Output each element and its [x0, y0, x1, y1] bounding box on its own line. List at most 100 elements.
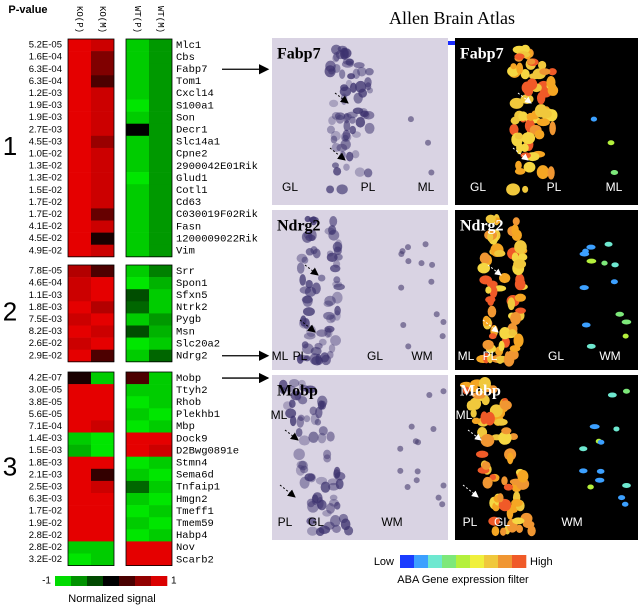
heatmap-cell [126, 396, 149, 409]
heatmap-cell [91, 480, 114, 494]
stained-cell [428, 278, 435, 285]
heatmap-cell [91, 87, 114, 100]
heatmap-cell [68, 244, 91, 258]
filtered-blob [482, 476, 493, 489]
filtered-blob [520, 152, 531, 159]
stained-cell [340, 132, 352, 143]
heatmap-cell [91, 420, 114, 433]
filtered-blob [509, 345, 521, 352]
column-header: KO(M) [97, 6, 107, 33]
stained-cell [351, 150, 360, 159]
gene-name: Decr1 [176, 125, 208, 137]
stained-cell [326, 431, 335, 442]
stained-cell [296, 253, 308, 263]
stained-cell [329, 494, 338, 501]
stained-cell [303, 332, 316, 340]
filtered-blob [521, 132, 536, 145]
heatmap-cell [149, 553, 172, 566]
gene-name: Mobp [176, 373, 201, 385]
stained-cell [363, 168, 373, 178]
filtered-blob [498, 340, 505, 352]
stained-cell [397, 467, 404, 474]
filtered-blob [522, 185, 529, 193]
filtered-blob [511, 224, 519, 236]
stained-cell [301, 231, 313, 243]
gene-name: Mlc1 [176, 40, 201, 52]
colorbar-caption: Normalized signal [68, 593, 155, 605]
heatmap-cell [149, 529, 172, 542]
heatmap-cell [149, 493, 172, 506]
heatmap-cell [149, 372, 172, 385]
heatmap-cell [149, 468, 172, 482]
heatmap-cell [91, 160, 114, 173]
stained-cell [429, 261, 436, 268]
gene-name: Tmeff1 [176, 506, 214, 518]
filtered-blob [536, 91, 546, 105]
stained-cell [323, 311, 335, 320]
layer-label: WM [599, 349, 620, 363]
heatmap-cell [68, 196, 91, 209]
heatmap-cell [126, 541, 149, 554]
gene-name: Plekhb1 [176, 409, 220, 421]
pointer-arrow [512, 147, 529, 161]
filtered-blob [501, 476, 508, 486]
filtered-blob [499, 327, 511, 340]
p-value: 1.6E-04 [29, 52, 62, 63]
stained-cell [343, 120, 351, 132]
block-border [67, 264, 115, 363]
filtered-blob [487, 353, 494, 364]
pointer-arrow [467, 429, 482, 441]
colorbar-segment [151, 576, 168, 586]
gene-name: Rhob [176, 397, 201, 409]
stained-cell [339, 69, 346, 79]
stained-cell [305, 279, 313, 289]
filtered-blob [481, 461, 491, 470]
p-value: 7.1E-04 [29, 421, 62, 432]
heatmap-cell [149, 301, 172, 314]
filtered-blob [482, 339, 494, 350]
filtered-blob [610, 169, 619, 175]
heatmap-cell [126, 123, 149, 137]
group-label: 2 [3, 296, 17, 326]
stained-cell [285, 408, 297, 419]
panel-gene: Mobp [277, 383, 318, 400]
heatmap-cell [126, 289, 149, 302]
gene-name: Son [176, 112, 195, 124]
filtered-blob [487, 232, 494, 242]
heatmap-cell [68, 420, 91, 433]
heatmap-cell [68, 63, 91, 76]
filtered-blob [489, 285, 498, 298]
stained-cell [323, 454, 332, 463]
heatmap-cell [149, 505, 172, 518]
stained-cell [435, 494, 442, 501]
gene-name: Tom1 [176, 76, 201, 88]
filter-swatch [470, 555, 485, 568]
stained-cell [300, 315, 307, 327]
layer-label: GL [494, 515, 510, 529]
heatmap-cell [68, 220, 91, 233]
panel-gene: Ndrg2 [277, 218, 321, 235]
colorbar-segment [87, 576, 104, 586]
heatmap-cell [91, 111, 114, 124]
stained-cell [366, 87, 373, 94]
stained-cell [315, 406, 323, 419]
layer-label: WM [381, 515, 402, 529]
heatmap-cell [126, 160, 149, 173]
filtered-blob [512, 217, 520, 226]
colorbar-segment [71, 576, 88, 586]
filtered-blob [579, 251, 590, 257]
heatmap-cell [126, 384, 149, 397]
p-value: 4.2E-07 [29, 373, 62, 384]
stained-cell [303, 355, 311, 362]
stained-cell [342, 134, 349, 142]
heatmap-cell [149, 517, 172, 530]
p-value: 3.0E-05 [29, 385, 62, 396]
filtered-blob [510, 63, 517, 70]
heatmap-cell [68, 505, 91, 518]
heatmap-cell [68, 232, 91, 245]
stained-cell [354, 167, 365, 177]
stained-cell [342, 58, 354, 65]
gene-name: S100a1 [176, 100, 214, 112]
filtered-blob [604, 241, 613, 247]
filtered-blob [517, 469, 529, 483]
